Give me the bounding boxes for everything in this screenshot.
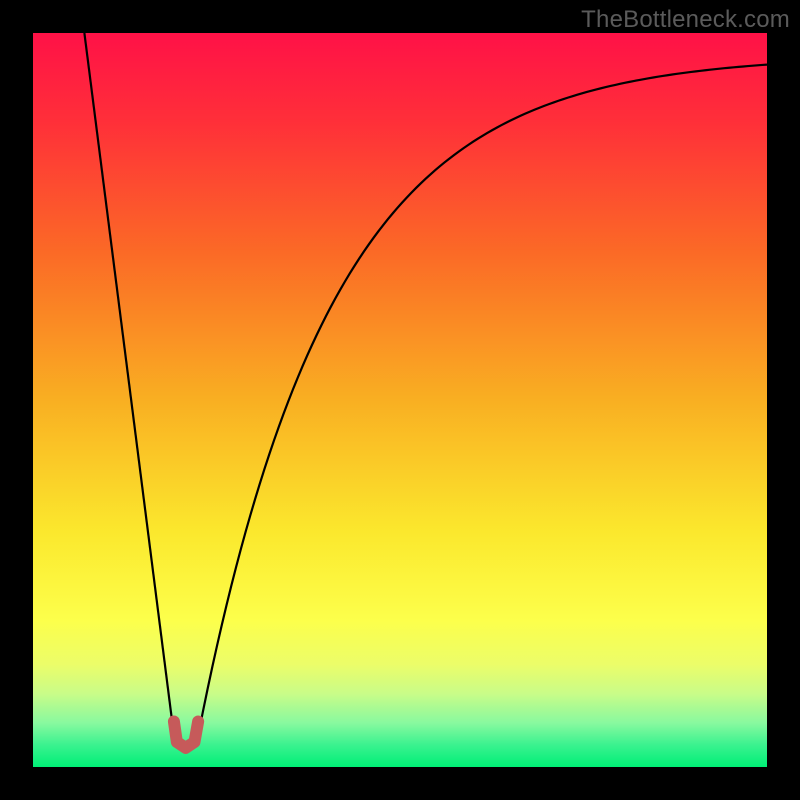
watermark-text: TheBottleneck.com — [581, 6, 790, 34]
plot-svg — [33, 33, 767, 767]
plot-area — [33, 33, 767, 767]
gradient-background — [33, 33, 767, 767]
chart-stage: TheBottleneck.com — [0, 0, 800, 800]
